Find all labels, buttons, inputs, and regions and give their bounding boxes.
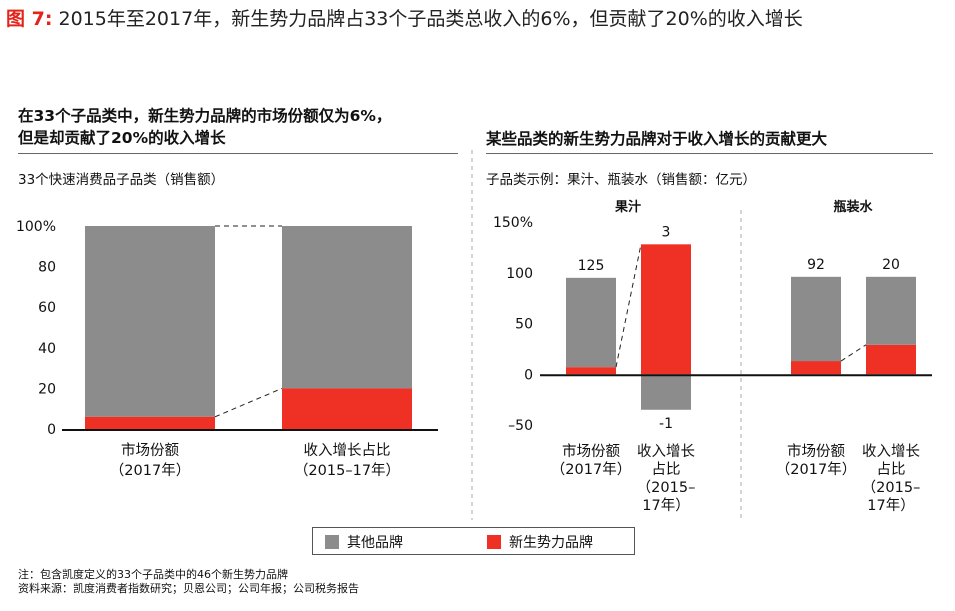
left-panel-title-line1: 在33个子品类中，新生势力品牌的市场份额仅为6%， [18, 107, 392, 125]
right-category-label-juice: 市场份额 [562, 443, 620, 460]
right-panel-title: 某些品类的新生势力品牌对于收入增长的贡献更大 [486, 130, 828, 148]
right-ytick-label: –50 [508, 418, 533, 434]
right-group-title-juice: 果汁 [614, 199, 641, 215]
right-group-title-water: 瓶装水 [833, 199, 873, 215]
footnote-source: 资料来源：凯度消费者指数研究；贝恩公司；公司年报；公司税务报告 [18, 582, 359, 595]
legend-label-new: 新生势力品牌 [509, 535, 593, 551]
left-panel-title-line2: 但是却贡献了20%的收入增长 [18, 129, 226, 147]
left-bar-new [282, 388, 412, 429]
legend-swatch-other [325, 535, 339, 549]
right-bar-other [866, 276, 916, 345]
right-category-label-juice: 17年） [642, 497, 689, 514]
right-category-label-water: 收入增长 [862, 443, 920, 460]
right-category-label-juice: 收入增长 [637, 443, 695, 460]
left-category-label: 市场份额 [121, 442, 179, 459]
right-data-label: 20 [882, 257, 900, 273]
left-ytick-label: 80 [38, 260, 56, 276]
right-category-label-juice: （2017年） [551, 461, 631, 478]
left-bar-other [282, 226, 412, 389]
right-ytick-label: 100 [506, 266, 533, 282]
right-bar-other [791, 276, 841, 362]
right-connector-juice [615, 244, 642, 368]
left-connector-new [214, 387, 283, 418]
right-connector-water [840, 344, 867, 362]
figure-title-text: 2015年至2017年，新生势力品牌占33个子品类总收入的6%，但贡献了20%的… [58, 8, 803, 30]
right-category-label-water: 市场份额 [787, 443, 845, 460]
left-ytick-label: 40 [38, 341, 56, 357]
figure-label: 图 7: [6, 8, 53, 30]
right-ytick-label: 50 [515, 317, 533, 333]
right-data-label: 3 [662, 224, 671, 240]
right-ytick-label: 150% [493, 215, 533, 231]
left-ytick-label: 100% [16, 219, 56, 235]
footnote-note: 注：包含凯度定义的33个子品类中的46个新生势力品牌 [18, 568, 288, 581]
right-panel-rule [486, 153, 933, 154]
right-ytick-label: 0 [524, 367, 533, 383]
right-bar-new [641, 244, 691, 375]
left-panel-subtitle: 33个快速消费品子品类（销售额） [18, 172, 225, 188]
legend: 其他品牌 新生势力品牌 [312, 527, 635, 555]
left-category-label: （2015–17年） [294, 462, 400, 479]
left-category-label: （2017年） [110, 462, 190, 479]
right-bar-new [791, 361, 841, 375]
left-bar-other [85, 226, 215, 417]
right-bar-other [566, 277, 616, 368]
left-panel-title: 在33个子品类中，新生势力品牌的市场份额仅为6%， 但是却贡献了20%的收入增长 [18, 105, 391, 149]
right-category-label-juice: 占比 [652, 461, 681, 478]
left-ytick-label: 0 [47, 422, 56, 438]
right-category-label-water: 17年） [867, 497, 914, 514]
right-category-label-water: （2017年） [776, 461, 856, 478]
left-ytick-label: 60 [38, 300, 56, 316]
left-category-label: 收入增长占比 [304, 442, 391, 459]
right-bar-new [566, 367, 616, 375]
right-data-label: -1 [659, 416, 673, 432]
footnotes: 注：包含凯度定义的33个子品类中的46个新生势力品牌 资料来源：凯度消费者指数研… [18, 568, 359, 596]
right-category-label-juice: （2015– [637, 479, 696, 496]
figure-title: 图 7: 2015年至2017年，新生势力品牌占33个子品类总收入的6%，但贡献… [6, 4, 803, 31]
right-category-label-water: 占比 [877, 461, 906, 478]
legend-swatch-new [487, 535, 501, 549]
left-panel-rule [18, 153, 458, 154]
right-data-label: 92 [807, 257, 825, 273]
right-data-label: 125 [578, 258, 605, 274]
right-panel-subtitle: 子品类示例：果汁、瓶装水（销售额：亿元） [486, 172, 756, 188]
left-bar-new [85, 416, 215, 429]
left-ytick-label: 20 [38, 381, 56, 397]
right-bar-other [641, 374, 691, 410]
right-bar-new [866, 344, 916, 375]
legend-label-other: 其他品牌 [347, 535, 403, 551]
right-category-label-water: （2015– [862, 479, 921, 496]
